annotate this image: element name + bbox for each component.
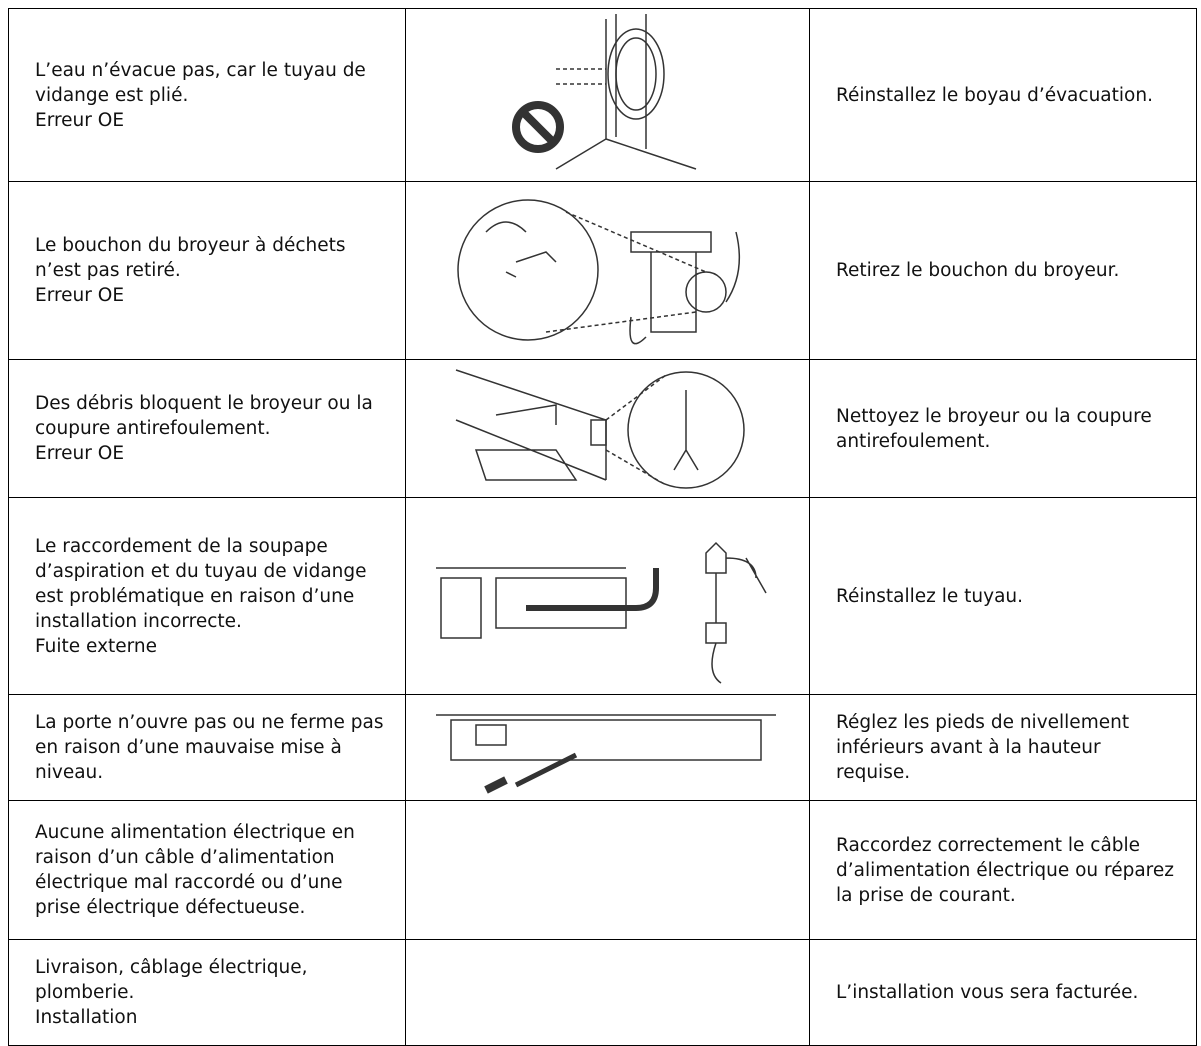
table-row: Livraison, câblage électrique, plomberie…: [8, 939, 1197, 1046]
table-row: Le bouchon du broyeur à déchets n’est pa…: [8, 181, 1197, 360]
cause-text: Installation: [35, 1007, 138, 1028]
solution-cell: Raccordez correctement le câble d’alimen…: [809, 800, 1197, 940]
illustration-cell: [405, 694, 810, 801]
illustration: [436, 714, 776, 794]
solution-cell: Réinstallez le boyau d’évacuation.: [809, 8, 1197, 182]
solution-cell: Retirez le bouchon du broyeur.: [809, 181, 1197, 360]
cause-text: Erreur OE: [35, 285, 125, 306]
cause-text: Erreur OE: [35, 443, 125, 464]
illustration: [406, 940, 809, 1045]
illustration: [457, 199, 741, 345]
solution-cell: Nettoyez le broyeur ou la coupure antire…: [809, 359, 1197, 498]
table-row: Aucune alimentation électrique en raison…: [8, 800, 1197, 940]
illustration-cell: [405, 800, 810, 940]
illustration-cell: [405, 181, 810, 360]
illustration-cell: [405, 497, 810, 695]
table-row: Des débris bloquent le broyeur ou la cou…: [8, 359, 1197, 498]
illustration: [406, 801, 809, 939]
cause-cell: Le raccordement de la soupape d’aspirati…: [8, 497, 406, 695]
solution-cell: L’installation vous sera facturée.: [809, 939, 1197, 1046]
table-row: Le raccordement de la soupape d’aspirati…: [8, 497, 1197, 695]
solution-cell: Réinstallez le tuyau.: [809, 497, 1197, 695]
cause-cell: Livraison, câblage électrique, plomberie…: [8, 939, 406, 1046]
cause-text: Le raccordement de la soupape d’aspirati…: [35, 535, 367, 632]
cause-cell: Des débris bloquent le broyeur ou la cou…: [8, 359, 406, 498]
cause-cell: L’eau n’évacue pas, car le tuyau de vida…: [8, 8, 406, 182]
table-row: L’eau n’évacue pas, car le tuyau de vida…: [8, 8, 1197, 182]
illustration: [455, 369, 745, 489]
illustration-cell: [405, 359, 810, 498]
cause-text: Le bouchon du broyeur à déchets n’est pa…: [35, 235, 346, 281]
solution-cell: Réglez les pieds de nivellement inférieu…: [809, 694, 1197, 801]
cause-cell: Le bouchon du broyeur à déchets n’est pa…: [8, 181, 406, 360]
illustration-cell: [405, 8, 810, 182]
illustration: [512, 14, 697, 170]
cause-text: La porte n’ouvre pas ou ne ferme pas en …: [35, 712, 384, 783]
illustration-cell: [405, 939, 810, 1046]
cause-text: Livraison, câblage électrique, plomberie…: [35, 957, 308, 1003]
cause-text: L’eau n’évacue pas, car le tuyau de vida…: [35, 59, 366, 106]
cause-text: Erreur OE: [35, 109, 125, 131]
cause-text: Des débris bloquent le broyeur ou la cou…: [35, 393, 373, 439]
cause-cell: La porte n’ouvre pas ou ne ferme pas en …: [8, 694, 406, 801]
table-row: La porte n’ouvre pas ou ne ferme pas en …: [8, 694, 1197, 801]
cause-text: Fuite externe: [35, 635, 158, 657]
cause-text: Aucune alimentation électrique en raison…: [35, 822, 355, 918]
troubleshooting-table: L’eau n’évacue pas, car le tuyau de vida…: [8, 8, 1197, 1046]
illustration: [436, 541, 767, 684]
cause-cell: Aucune alimentation électrique en raison…: [8, 800, 406, 940]
